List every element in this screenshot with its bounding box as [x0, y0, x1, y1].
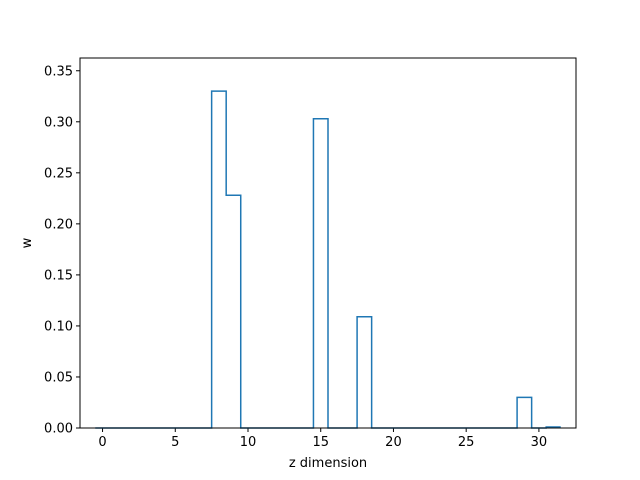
- x-axis-ticks: 0 5 10 15 20 25 30: [98, 428, 547, 450]
- x-tick-label: 20: [385, 435, 402, 450]
- y-tick-label: 0.15: [44, 268, 73, 283]
- y-axis-ticks: 0.00 0.05 0.10 0.15 0.20 0.25 0.30 0.35: [44, 64, 80, 437]
- x-tick-label: 30: [531, 435, 548, 450]
- x-tick-label: 25: [458, 435, 475, 450]
- x-axis-label: z dimension: [289, 456, 367, 471]
- y-tick-label: 0.00: [44, 422, 73, 437]
- y-axis-label: w: [20, 237, 35, 248]
- y-tick-label: 0.10: [44, 319, 73, 334]
- y-tick-label: 0.20: [44, 217, 73, 232]
- x-tick-label: 15: [312, 435, 329, 450]
- x-tick-label: 5: [171, 435, 179, 450]
- y-tick-label: 0.30: [44, 115, 73, 130]
- y-tick-label: 0.05: [44, 370, 73, 385]
- y-tick-label: 0.25: [44, 166, 73, 181]
- x-tick-label: 10: [240, 435, 257, 450]
- y-tick-label: 0.35: [44, 64, 73, 79]
- plot-frame: [79, 57, 577, 429]
- x-tick-label: 0: [98, 435, 106, 450]
